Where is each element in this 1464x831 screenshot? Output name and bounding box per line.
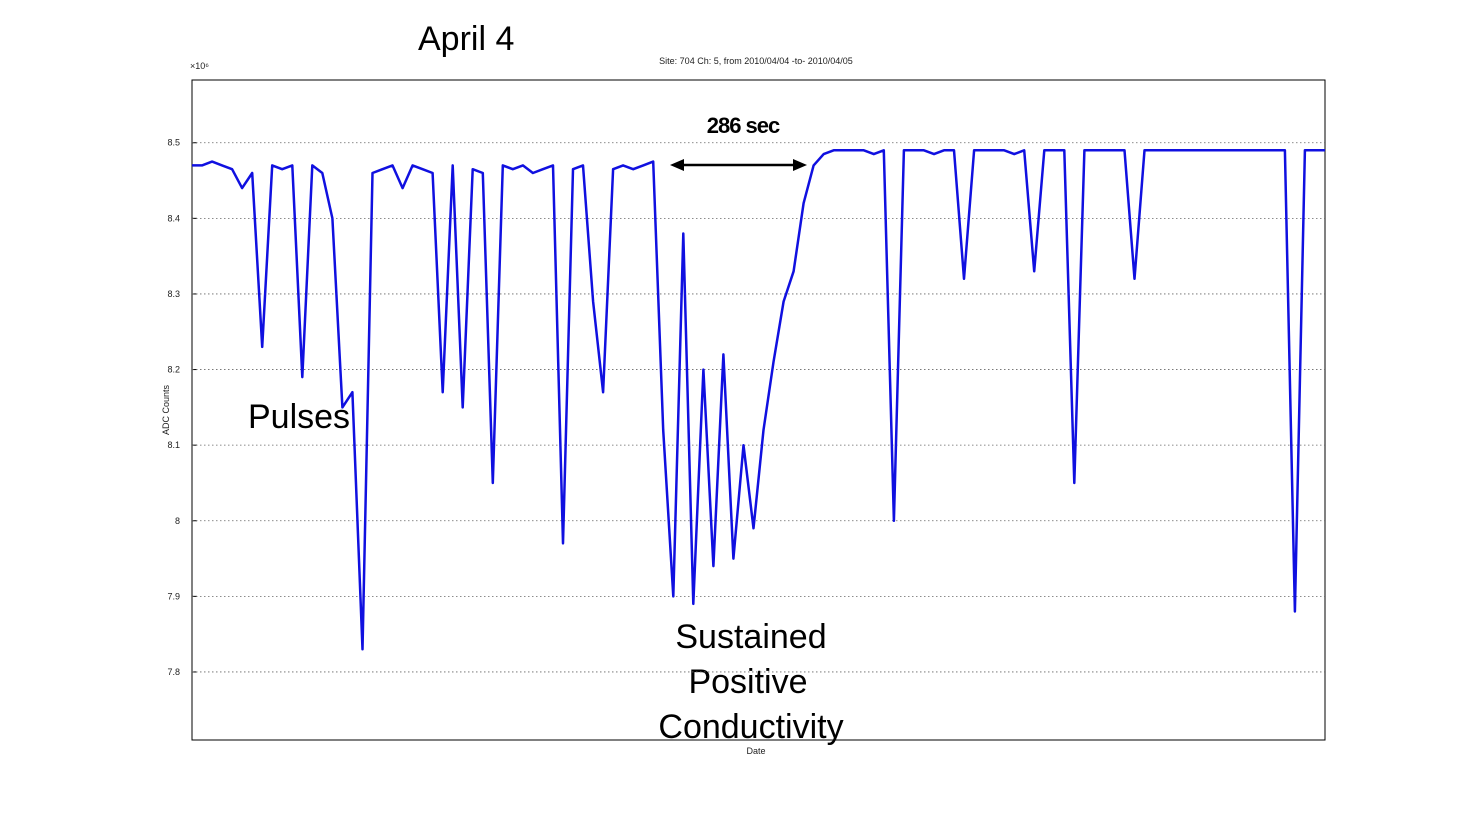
y-tick-label: 7.8 [167, 667, 180, 677]
y-axis-label: ADC Counts [161, 384, 171, 435]
y-tick-label: 8.5 [167, 138, 180, 148]
duration-arrow [670, 159, 807, 171]
x-axis-label: Date [746, 746, 765, 756]
data-line [192, 149, 1325, 651]
plot-frame [191, 79, 1326, 741]
heading: April 4 [418, 20, 514, 58]
y-tick-label: 8.4 [167, 213, 180, 223]
pulses-annotation: Pulses [248, 398, 350, 436]
y-tick-label: 8.3 [167, 289, 180, 299]
sustained-annotation: Sustained [675, 618, 826, 656]
y-tick-label: 7.9 [167, 591, 180, 601]
y-tick-label: 8.1 [167, 440, 180, 450]
chart-title: Site: 704 Ch: 5, from 2010/04/04 -to- 20… [659, 56, 853, 66]
y-exponent: ×10⁶ [190, 61, 209, 71]
y-tick-label: 8 [175, 516, 180, 526]
duration-annotation: 286 sec [707, 113, 780, 138]
y-tick-label: 8.2 [167, 365, 180, 375]
sustained-annotation: Positive [688, 663, 807, 701]
